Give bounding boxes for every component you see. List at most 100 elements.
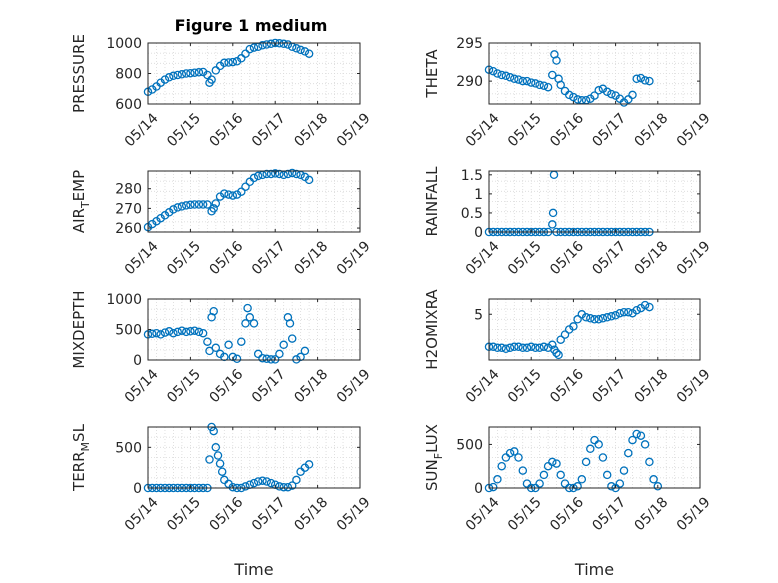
data-point: [573, 315, 582, 324]
data-point: [573, 95, 582, 104]
x-tick-label: 05/19: [334, 110, 374, 150]
data-point: [598, 314, 608, 323]
data-point: [548, 220, 557, 229]
x-axis-label: Time: [233, 560, 273, 579]
data-point: [211, 199, 221, 208]
data-point: [581, 313, 591, 322]
x-tick-label: 05/14: [463, 110, 503, 150]
y-axis-label: SUNFLUX: [423, 424, 445, 491]
subplot-1: 05/14 05/15 05/16 05/17 05/18 05/19 600 800 1000…: [70, 34, 374, 150]
data-point: [190, 326, 199, 335]
data-point: [275, 169, 284, 179]
data-point: [548, 340, 557, 350]
data-point: [518, 466, 528, 475]
x-tick-label: 05/14: [122, 238, 162, 278]
data-point: [632, 429, 641, 439]
x-tick-label: 05/18: [291, 110, 331, 150]
data-point: [266, 39, 276, 49]
y-tick-label: 600: [115, 97, 142, 113]
y-tick-label: 1: [474, 187, 483, 203]
data-point: [220, 189, 229, 198]
data-point: [522, 479, 532, 488]
y-label-subscript: M: [79, 442, 92, 452]
data-point: [253, 171, 263, 181]
data-point: [510, 447, 519, 456]
data-point: [624, 307, 633, 317]
data-point: [241, 482, 250, 491]
axes-frame: [488, 170, 701, 233]
y-label-base: AIR: [70, 208, 88, 233]
data-point: [232, 354, 242, 364]
data-point: [645, 76, 654, 86]
x-tick-label: 05/15: [164, 110, 204, 150]
data-point: [194, 68, 204, 77]
grid: [148, 427, 360, 488]
x-tick-label: 05/14: [463, 494, 503, 534]
data-point: [590, 435, 599, 445]
data-point: [177, 326, 187, 335]
data-point: [493, 69, 502, 78]
subplot-6: 05/14 05/15 05/16 05/17 05/18 05/19 5 H2OMIXRA: [423, 289, 714, 407]
data-point: [636, 73, 646, 83]
data-point: [526, 342, 536, 352]
data-point: [548, 208, 558, 218]
data-point: [220, 58, 229, 68]
data-point: [556, 470, 565, 480]
x-tick-label: 05/15: [505, 238, 545, 278]
data-point: [607, 89, 616, 99]
data-point: [169, 71, 178, 81]
x-tick-label: 05/14: [463, 366, 503, 406]
data-point: [279, 482, 288, 492]
data-point: [619, 307, 629, 317]
data-point: [186, 200, 195, 210]
data-point: [164, 327, 174, 336]
data-point: [205, 455, 214, 464]
x-tick-label: 05/16: [207, 110, 247, 150]
data-point: [548, 457, 557, 467]
y-tick-label: 290: [456, 74, 483, 90]
data-point: [237, 187, 246, 196]
data-point: [198, 328, 208, 338]
data-point: [493, 475, 502, 484]
data-point: [292, 44, 301, 53]
data-point: [497, 461, 506, 471]
data-point: [296, 45, 305, 55]
y-axis-label: AIRTEMP: [70, 170, 92, 233]
data-point: [258, 41, 267, 50]
data-point: [552, 459, 561, 468]
data-point: [632, 74, 641, 84]
data-point: [590, 91, 599, 100]
subplot-3: 05/14 05/15 05/16 05/17 05/18 05/19 260 270 280 A…: [70, 168, 374, 278]
subplot-7: 05/14 05/15 05/16 05/17 05/18 05/19 0 500 TERRMS…: [70, 422, 374, 579]
data-point: [258, 476, 267, 485]
x-tick-label: 05/19: [674, 366, 714, 406]
data-point: [152, 328, 161, 338]
data-point: [270, 355, 280, 364]
data-point: [249, 173, 259, 183]
data-point: [190, 68, 199, 77]
data-point: [607, 312, 616, 321]
data-point: [217, 467, 227, 476]
y-axis-label: THETA: [423, 49, 441, 99]
data-point: [628, 90, 637, 100]
grid: [489, 299, 700, 360]
data-point: [147, 219, 157, 229]
y-tick-label: 800: [115, 67, 142, 83]
data-point: [501, 453, 511, 462]
data-point: [640, 300, 650, 310]
x-tick-label: 05/19: [674, 494, 714, 534]
data-point: [556, 80, 565, 90]
data-point: [594, 315, 603, 324]
data-point: [535, 80, 544, 90]
data-point: [514, 342, 523, 352]
data-point: [649, 475, 658, 484]
y-tick-label: 0: [133, 353, 142, 369]
data-point: [203, 200, 212, 209]
data-point: [501, 71, 511, 81]
subplot-grid: 05/14 05/15 05/16 05/17 05/18 05/196008001000…: [70, 34, 714, 579]
data-point: [624, 448, 633, 458]
data-point: [283, 169, 293, 179]
data-point: [615, 308, 625, 318]
data-point: [300, 346, 310, 356]
